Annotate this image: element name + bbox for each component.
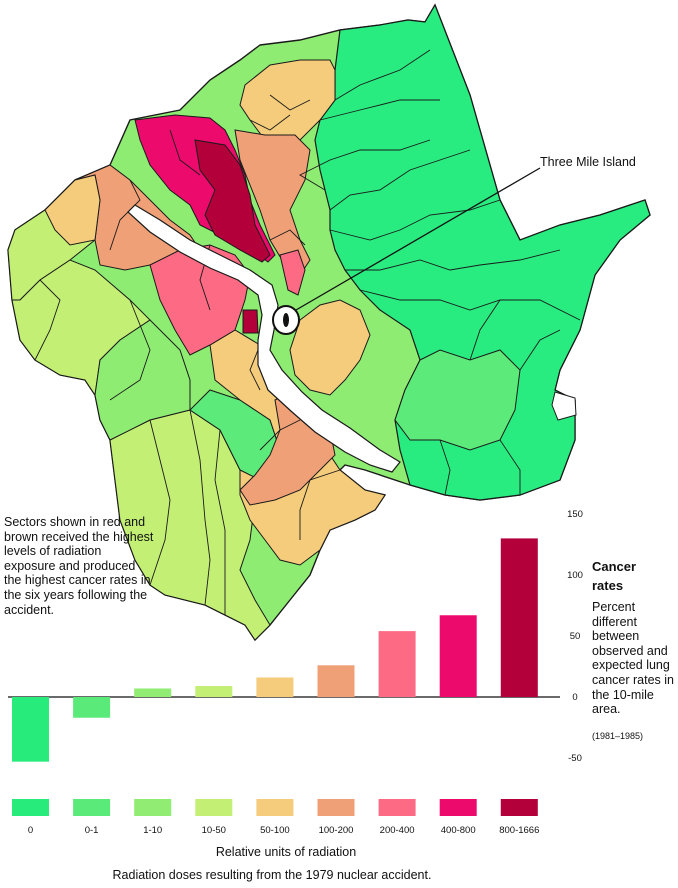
x-tick-100-200: 100-200 xyxy=(319,825,354,836)
three-mile-island-shape xyxy=(283,313,289,327)
island-leader-line xyxy=(295,167,541,311)
map-east-river-orange-sectors xyxy=(289,299,371,396)
swatch-50-100 xyxy=(256,799,294,816)
x-tick-10-50: 10-50 xyxy=(202,825,226,836)
chart-caption: Radiation doses resulting from the 1979 … xyxy=(113,868,432,882)
x-tick-1-10: 1-10 xyxy=(143,825,162,836)
map-sector-boundaries xyxy=(34,49,581,615)
map-east-inlet xyxy=(551,391,577,421)
bar-0-1 xyxy=(73,697,111,718)
swatch-1-10 xyxy=(134,799,172,816)
x-tick-400-800: 400-800 xyxy=(441,825,476,836)
bar-200-400 xyxy=(378,631,416,697)
bar-1-10 xyxy=(134,688,172,697)
y-tick-100: 100 xyxy=(567,570,583,581)
legend-period: (1981–1985) xyxy=(592,731,644,741)
map-northwest-orange-sectors xyxy=(44,174,101,246)
bar-10-50 xyxy=(195,686,233,697)
bar-400-800 xyxy=(439,615,477,697)
bar-0 xyxy=(12,697,49,762)
swatch-100-200 xyxy=(317,799,355,816)
x-tick-labels-group: 0 0-1 1-10 10-50 50-100 100-200 200-400 400-800… xyxy=(28,825,540,836)
legend-description: Percent different between observed and e… xyxy=(592,600,674,717)
map-river xyxy=(127,204,401,473)
y-tick-150: 150 xyxy=(567,509,583,520)
map-north-salmon-sectors xyxy=(234,129,311,276)
x-tick-0-1: 0-1 xyxy=(85,825,99,836)
swatch-0-1 xyxy=(73,799,111,816)
bar-50-100 xyxy=(256,677,294,697)
bar-800-1666 xyxy=(500,538,538,697)
y-tick-50: 50 xyxy=(570,631,581,642)
map-pink-small-sector xyxy=(279,249,306,296)
legend-title-line-1: Cancer xyxy=(592,559,637,574)
y-tick-labels-group: 150 100 50 0 -50 xyxy=(567,509,583,764)
y-tick-0: 0 xyxy=(572,692,577,703)
map-note: Sectors shown in red and brown received … xyxy=(4,515,154,617)
map-crimson-sector xyxy=(194,139,271,263)
bars-group xyxy=(12,538,538,762)
legend-title: Cancer rates xyxy=(592,557,676,595)
map-crimson-small-sector xyxy=(242,309,259,334)
swatch-800-1666 xyxy=(500,799,538,816)
swatch-400-800 xyxy=(439,799,477,816)
swatch-0 xyxy=(12,799,49,816)
legend-title-line-2: rates xyxy=(592,578,624,593)
y-tick--50: -50 xyxy=(568,753,582,764)
x-axis-label: Relative units of radiation xyxy=(216,845,356,859)
x-tick-800-1666: 800-1666 xyxy=(499,825,539,836)
bar-100-200 xyxy=(317,665,355,697)
x-tick-200-400: 200-400 xyxy=(380,825,415,836)
radiation-sector-map: Three Mile Island xyxy=(7,3,651,642)
island-label: Three Mile Island xyxy=(540,155,636,169)
x-tick-0: 0 xyxy=(28,825,33,836)
x-tick-50-100: 50-100 xyxy=(260,825,290,836)
dose-swatches-group xyxy=(12,799,538,816)
swatch-200-400 xyxy=(378,799,416,816)
cancer-rate-bar-chart: 0 0-1 1-10 10-50 50-100 100-200 200-400 400-800… xyxy=(8,509,583,882)
swatch-10-50 xyxy=(195,799,233,816)
